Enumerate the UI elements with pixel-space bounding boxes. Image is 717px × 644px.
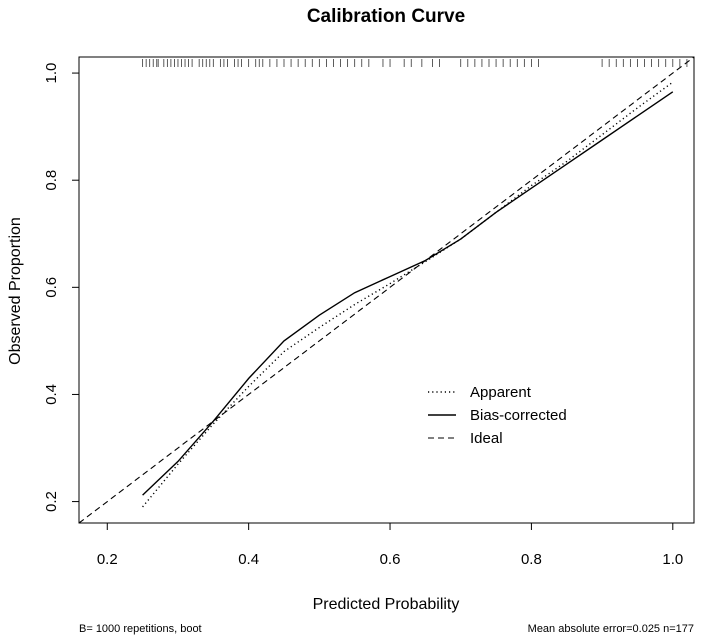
series-line-bias-corrected <box>142 91 674 496</box>
x-tick-label: 0.6 <box>380 551 401 568</box>
chart-title: Calibration Curve <box>307 6 465 27</box>
x-axis: 0.2 0.4 0.6 0.8 1.0 <box>97 522 683 568</box>
y-tick-label: 0.4 <box>43 384 60 405</box>
series-line-ideal <box>79 57 694 523</box>
x-tick-label: 0.2 <box>97 551 118 568</box>
rug-marks <box>142 59 688 67</box>
y-axis: 0.2 0.4 0.6 0.8 1.0 <box>43 63 80 512</box>
x-axis-label: Predicted Probability <box>313 596 460 613</box>
x-tick-label: 0.4 <box>238 551 259 568</box>
y-tick-label: 1.0 <box>43 63 60 84</box>
series-line-apparent <box>142 81 674 508</box>
legend-label-ideal: Ideal <box>470 430 503 447</box>
y-axis-label: Observed Proportion <box>7 217 24 365</box>
legend: Apparent Bias-corrected Ideal <box>428 384 567 447</box>
footnote-right: Mean absolute error=0.025 n=177 <box>528 623 694 635</box>
x-tick-label: 0.8 <box>521 551 542 568</box>
y-tick-label: 0.2 <box>43 491 60 512</box>
legend-label-bias-corrected: Bias-corrected <box>470 407 567 424</box>
series-lines <box>79 57 694 523</box>
y-tick-label: 0.6 <box>43 277 60 298</box>
y-tick-label: 0.8 <box>43 170 60 191</box>
footnote-left: B= 1000 repetitions, boot <box>79 623 202 635</box>
x-tick-label: 1.0 <box>662 551 683 568</box>
legend-label-apparent: Apparent <box>470 384 532 401</box>
